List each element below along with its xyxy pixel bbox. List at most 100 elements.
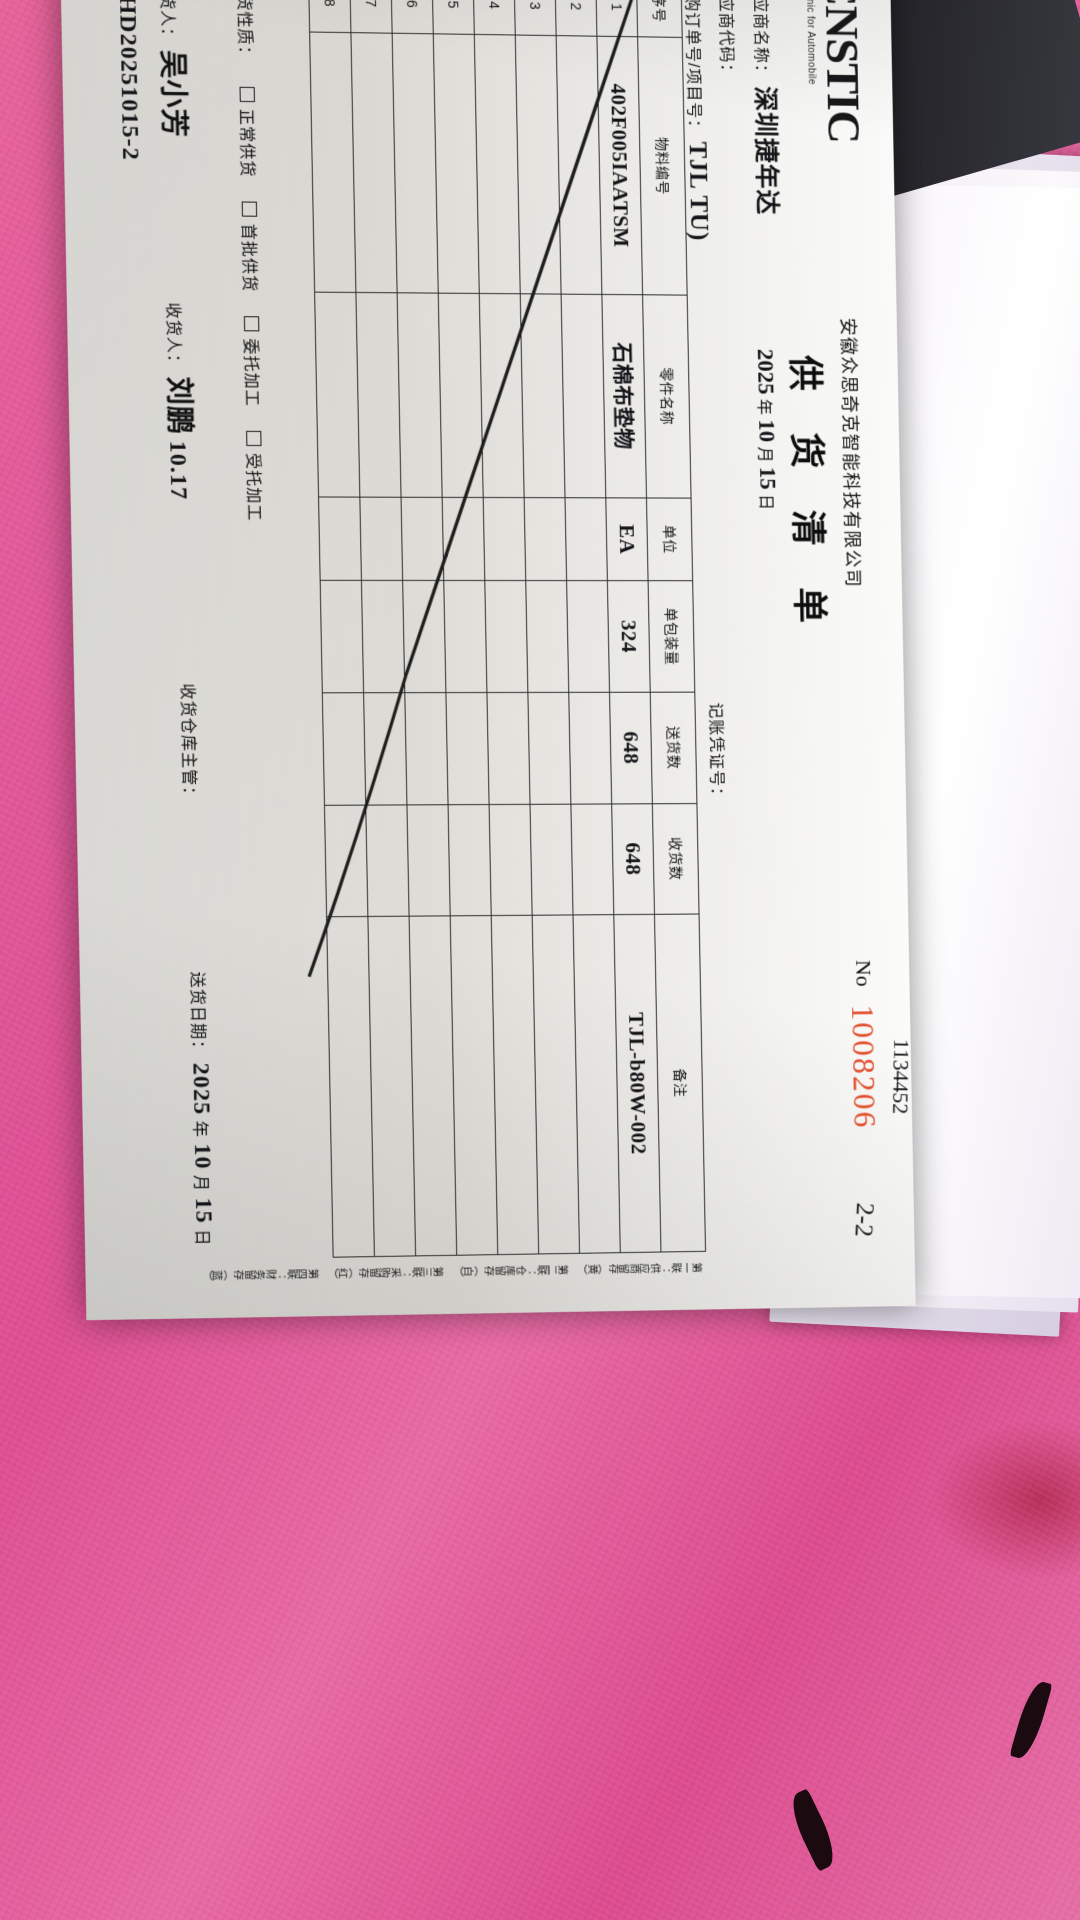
serial-no-value: 1008206 [845,1004,883,1130]
checkbox-icon[interactable] [241,201,258,217]
cell-seq: 4 [473,0,516,36]
th-note: 备注 [654,914,706,1253]
delivery-date-day: 15 [189,1197,217,1225]
date-day-value: 15 [755,466,781,490]
table-body: 1 402F005IAATSM 石棉布垫物 EA 324 648 648 TJL-b80W-0… [308,0,661,1258]
cell-note [491,915,539,1255]
cell-delivered [322,692,366,805]
deliverer-value: 吴小芳 [155,49,189,138]
fabric-swoosh-4 [783,1788,843,1872]
cell-unit [359,496,403,581]
warehouse-supervisor-field: 收货仓库主管： [174,683,209,803]
delivery-date-month-unit: 月 [191,1174,210,1193]
checkbox-icon[interactable] [243,316,260,332]
cell-name: 石棉布垫物 [601,294,647,498]
cell-received: 648 [611,803,655,915]
cell-note [532,915,580,1254]
checkbox-icon[interactable] [239,86,255,103]
cell-pack [320,580,364,693]
cell-received [570,803,614,916]
cell-code [515,35,562,294]
items-table: 序号 物料编号 零件名称 单位 单包装量 送货数 收货数 备注 1 402F005… [308,0,706,1258]
cell-delivered [568,692,612,804]
th-code: 物料编号 [637,37,688,295]
cell-note [450,915,498,1256]
copy-labels: 第一联：供应商留存（黄） 第二联：仓库留存（白） 第三联：采购留存（红） 第四联：财务… [202,1260,703,1310]
supplier-code-label: 供应商代码： [716,0,735,81]
cell-seq: 7 [349,0,393,34]
cell-seq: 5 [432,0,475,35]
supplier-code-field: 供应商代码： [713,0,743,81]
cell-received [489,803,533,916]
cell-received [530,803,574,916]
checkbox-icon[interactable] [246,430,262,447]
cell-note [409,915,457,1256]
cell-pack [361,580,405,693]
nature-option[interactable]: 首批供货 [238,177,258,293]
cell-delivered [445,692,490,805]
th-received: 收货数 [652,803,700,915]
th-delivered: 送货数 [650,692,697,804]
cell-code [474,34,521,294]
cell-unit [564,497,608,581]
th-name: 零件名称 [642,294,692,498]
voucher-label: 记账凭证号： [706,702,726,805]
cell-name [397,292,443,498]
cell-name [479,293,525,498]
nature-option[interactable]: 正常供货 [236,63,255,178]
date-year-value: 2025 [752,348,779,395]
nature-option[interactable]: 委托加工 [240,292,260,407]
delivery-date-month: 10 [188,1143,216,1170]
fabric-swoosh-5 [1009,1678,1053,1762]
cell-code [433,34,480,294]
cell-name [520,293,565,498]
receiver-extra-note: 10.17 [164,440,192,501]
cell-unit [524,497,567,581]
deliverer-label: 送货人： [157,0,176,45]
company-name: 安徽众思奇克智能科技有限公司 [837,317,863,589]
delivery-date-label: 送货日期： [187,971,207,1058]
serial-no-handwritten-top: 1134452 [888,1038,914,1115]
cell-seq: 1 [595,0,638,38]
receiver-label: 收货人： [163,302,183,372]
date-year-label: 年 [754,398,772,415]
cell-pack [566,580,610,693]
cell-unit [401,497,444,581]
cell-code [350,32,398,293]
nature-option-label: 委托加工 [241,338,260,407]
cell-pack [525,580,569,693]
cell-name [438,292,484,498]
cell-unit [318,496,362,581]
th-seq: 序号 [636,0,683,38]
cell-delivered [527,692,571,804]
serial-no-label: No [851,959,877,987]
receiver-value: 刘鹏 [161,376,195,436]
cell-seq: 3 [514,0,557,36]
deliverer-field: 送货人： 吴小芳 [152,0,196,138]
cell-seq: 8 [308,0,351,33]
cell-pack [484,580,528,693]
nature-option[interactable]: 受托加工 [243,407,262,522]
nature-option-label: 首批供货 [239,223,258,293]
cell-received [448,804,492,916]
cell-delivered [486,692,531,805]
cell-seq: 2 [554,0,597,37]
cell-pack [402,580,446,693]
cell-delivered [404,692,449,805]
cell-delivered [363,692,407,805]
cell-note [326,916,375,1258]
cell-received [324,804,368,917]
company-logo: CNSTIC Technic for Automobile [804,0,869,143]
deliverer-code-value: GHD20251015-2 [113,0,144,161]
serial-no-suffix: 2-2 [849,1201,880,1238]
cell-note: TJL-b80W-002 [613,914,661,1253]
delivery-date-year: 2025 [187,1062,215,1116]
supplier-name-value: 深圳捷年达 [750,86,780,216]
cell-received [406,804,451,917]
voucher-field: 记账凭证号： [703,702,733,805]
date-month-label: 月 [755,446,773,463]
cell-delivered: 648 [609,692,653,804]
cell-name [314,291,360,497]
nature-option-label: 正常供货 [236,108,256,178]
purchase-order-value: TJL TU) [683,141,713,242]
